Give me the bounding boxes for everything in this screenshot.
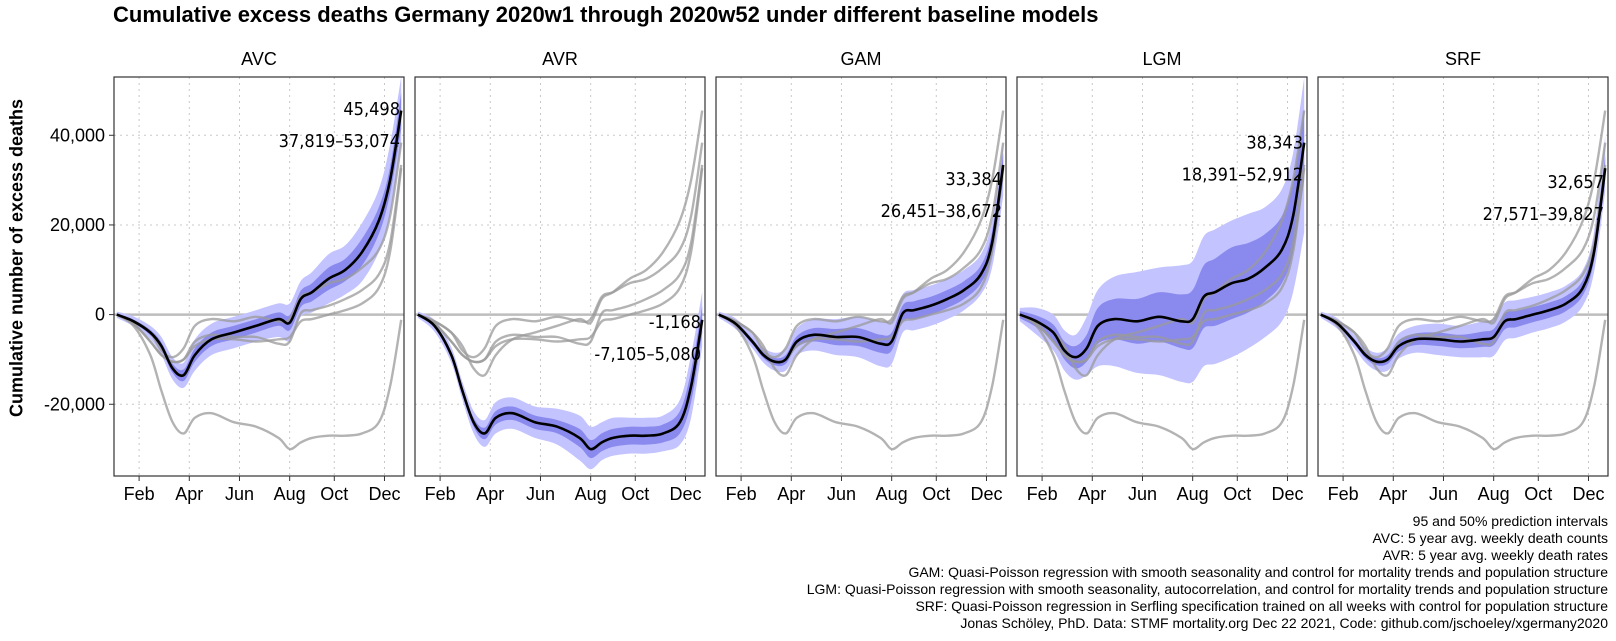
x-tick-label: Jun xyxy=(1429,484,1458,504)
caption-line: 95 and 50% prediction intervals xyxy=(1412,513,1608,529)
facet-title: GAM xyxy=(840,49,881,69)
x-tick-label: Aug xyxy=(274,484,306,504)
caption-line: SRF: Quasi-Poisson regression in Serflin… xyxy=(915,598,1608,614)
facet-title: LGM xyxy=(1142,49,1181,69)
x-tick-label: Apr xyxy=(175,484,203,504)
chart-title: Cumulative excess deaths Germany 2020w1 … xyxy=(113,2,1099,27)
facet-title: AVR xyxy=(542,49,578,69)
y-tick-label: 20,000 xyxy=(50,215,105,235)
comparison-line-avr xyxy=(1320,313,1607,451)
x-tick-label: Feb xyxy=(1027,484,1058,504)
panel-border xyxy=(1317,76,1609,477)
annotation-value: 38,343 xyxy=(1246,133,1303,154)
panel-border xyxy=(715,76,1007,477)
comparison-line-avc xyxy=(1320,110,1607,377)
x-tick-label: Oct xyxy=(1223,484,1251,504)
x-tick-label: Dec xyxy=(1271,484,1303,504)
band-50-lgm xyxy=(1019,108,1305,369)
comparison-line-lgm xyxy=(718,142,1005,359)
annotation-value: -1,168 xyxy=(649,312,701,333)
x-tick-label: Feb xyxy=(1328,484,1359,504)
x-tick-label: Dec xyxy=(669,484,701,504)
x-tick-label: Jun xyxy=(526,484,555,504)
caption-line: AVR: 5 year avg. weekly death rates xyxy=(1382,547,1608,563)
annotation-value: 45,498 xyxy=(343,99,400,120)
x-tick-label: Dec xyxy=(368,484,400,504)
comparison-line-lgm xyxy=(116,142,403,359)
caption-line: AVC: 5 year avg. weekly death counts xyxy=(1372,530,1608,546)
comparison-line-avr xyxy=(718,313,1005,451)
median-line-srf xyxy=(1320,168,1607,364)
x-tick-label: Feb xyxy=(124,484,155,504)
x-tick-label: Oct xyxy=(621,484,649,504)
caption: 95 and 50% prediction intervals AVC: 5 y… xyxy=(807,513,1608,632)
x-tick-label: Oct xyxy=(320,484,348,504)
y-tick-label: 0 xyxy=(95,305,105,325)
band-50-gam xyxy=(718,153,1004,367)
comparison-line-lgm xyxy=(1320,142,1607,359)
comparison-line-avr xyxy=(1019,313,1306,451)
panel-lgm: 38,343 18,391–52,912 xyxy=(1017,77,1307,476)
annotation-interval: 27,571–39,827 xyxy=(1483,204,1604,225)
x-tick-label: Aug xyxy=(1478,484,1510,504)
x-tick-label: Oct xyxy=(922,484,950,504)
panel-srf: 32,657 27,571–39,827 xyxy=(1318,77,1608,476)
comparison-line-srf xyxy=(1019,168,1306,364)
panel-border xyxy=(113,76,405,477)
comparison-line-lgm xyxy=(417,142,704,359)
annotation-value: 32,657 xyxy=(1547,172,1604,193)
comparison-line-srf xyxy=(417,168,704,364)
annotation-interval: 26,451–38,672 xyxy=(881,201,1002,222)
x-tick-label: Apr xyxy=(476,484,504,504)
x-tick-label: Oct xyxy=(1524,484,1552,504)
y-tick-label: 40,000 xyxy=(50,125,105,145)
annotation-interval: 37,819–53,074 xyxy=(279,131,400,152)
x-tick-label: Dec xyxy=(970,484,1002,504)
panel-border xyxy=(1016,76,1308,477)
annotation-interval: -7,105–5,080 xyxy=(594,344,701,365)
x-tick-label: Jun xyxy=(1128,484,1157,504)
comparison-line-srf xyxy=(116,168,403,364)
annotation-value: 33,384 xyxy=(945,169,1002,190)
x-tick-label: Jun xyxy=(225,484,254,504)
x-tick-label: Feb xyxy=(425,484,456,504)
median-line-avc xyxy=(116,110,403,378)
caption-line: LGM: Quasi-Poisson regression with smoot… xyxy=(806,581,1608,597)
panel-border xyxy=(414,76,706,477)
comparison-line-avc xyxy=(718,110,1005,377)
median-line-lgm xyxy=(1019,142,1306,359)
comparison-line-avr xyxy=(116,313,403,451)
median-line-avr xyxy=(417,313,704,451)
annotation-interval: 18,391–52,912 xyxy=(1182,165,1303,186)
x-tick-label: Jun xyxy=(827,484,856,504)
median-line-gam xyxy=(718,164,1005,364)
facet-title: SRF xyxy=(1445,49,1481,69)
x-tick-label: Apr xyxy=(1078,484,1106,504)
panel-gam: 33,384 26,451–38,672 xyxy=(716,77,1006,476)
y-tick-label: -20,000 xyxy=(44,394,105,414)
x-tick-label: Aug xyxy=(575,484,607,504)
x-tick-label: Feb xyxy=(726,484,757,504)
x-tick-label: Aug xyxy=(876,484,908,504)
comparison-line-avc xyxy=(1019,110,1306,377)
panel-avr: -1,168 -7,105–5,080 xyxy=(415,77,705,476)
x-tick-label: Apr xyxy=(1379,484,1407,504)
x-tick-label: Apr xyxy=(777,484,805,504)
facet-title: AVC xyxy=(241,49,277,69)
caption-line: GAM: Quasi-Poisson regression with smoot… xyxy=(908,564,1608,580)
caption-line: Jonas Schöley, PhD. Data: STMF mortality… xyxy=(960,615,1608,631)
comparison-line-avc xyxy=(417,110,704,377)
x-tick-label: Dec xyxy=(1572,484,1604,504)
panel-avc: 45,498 37,819–53,074 xyxy=(114,77,404,476)
x-tick-label: Aug xyxy=(1177,484,1209,504)
